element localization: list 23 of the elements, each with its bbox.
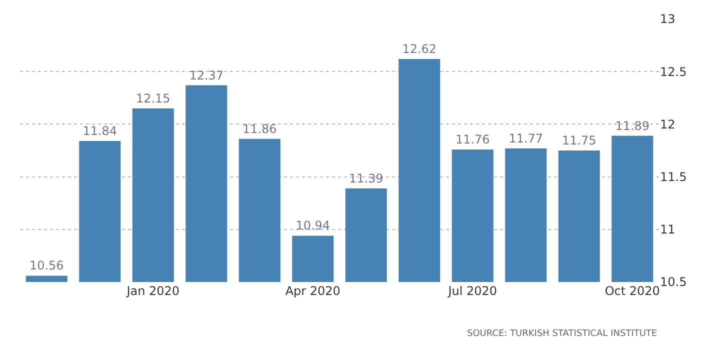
y-tick-label: 11 bbox=[660, 222, 676, 237]
y-tick-label: 12 bbox=[660, 117, 676, 132]
data-label: 12.15 bbox=[136, 91, 170, 106]
data-label: 10.94 bbox=[296, 218, 330, 233]
data-label: 12.37 bbox=[189, 68, 224, 82]
y-tick-label: 12.5 bbox=[660, 64, 687, 79]
data-label: 11.89 bbox=[615, 118, 650, 133]
data-label: 11.84 bbox=[82, 124, 118, 138]
data-label: 11.75 bbox=[562, 134, 596, 148]
data-label: 11.39 bbox=[348, 171, 384, 186]
data-label: 12.62 bbox=[402, 42, 437, 56]
x-tick-label: Apr 2020 bbox=[285, 284, 340, 298]
x-tick-label: Jan 2020 bbox=[126, 284, 180, 298]
source-note: SOURCE: TURKISH STATISTICAL INSTITUTE bbox=[467, 329, 658, 339]
x-tick-label: Jul 2020 bbox=[447, 284, 498, 298]
y-tick-label: 10.5 bbox=[660, 275, 687, 290]
y-tick-label: 13 bbox=[660, 12, 676, 26]
data-label: 11.86 bbox=[242, 122, 277, 136]
y-tick-label: 11.5 bbox=[660, 170, 687, 184]
x-tick-label: Oct 2020 bbox=[604, 284, 660, 298]
data-label: 10.56 bbox=[29, 258, 64, 273]
data-label: 11.77 bbox=[508, 131, 544, 146]
data-label: 11.76 bbox=[455, 132, 490, 146]
